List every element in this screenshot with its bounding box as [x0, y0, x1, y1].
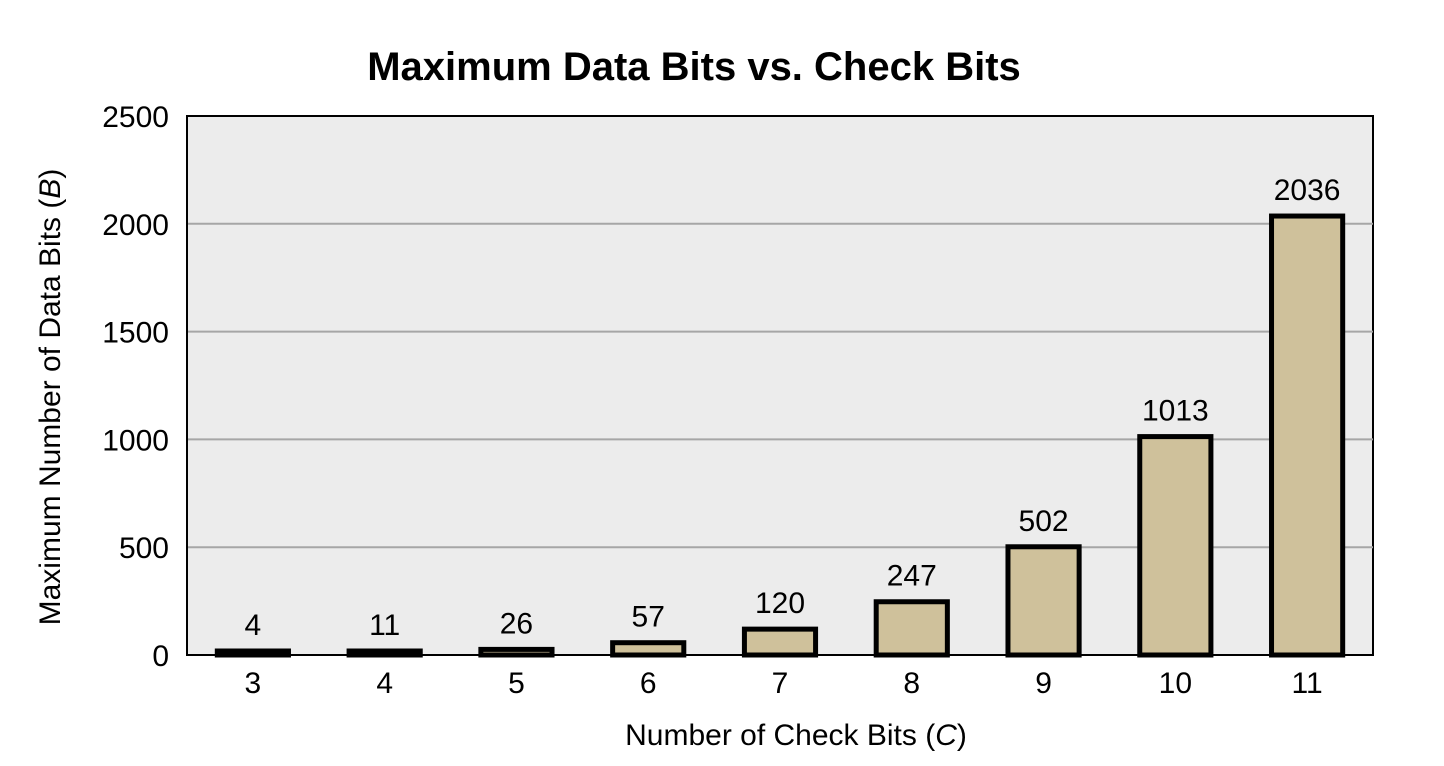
y-axis-ticks: 0 500 1000 1500 2000 2500	[102, 101, 169, 673]
y-axis-label-variable: B	[34, 179, 67, 199]
y-tick-label: 1000	[102, 424, 169, 457]
chart-title: Maximum Data Bits vs. Check Bits	[367, 45, 1021, 89]
bar-9	[1005, 544, 1082, 658]
y-tick-label: 2000	[102, 209, 169, 242]
x-tick-label: 4	[376, 667, 393, 700]
y-tick-label: 2500	[102, 101, 169, 134]
x-axis-label-variable: C	[935, 719, 957, 752]
data-label-5: 26	[500, 607, 533, 640]
y-axis-label-text: Maximum Number of Data Bits	[34, 217, 67, 625]
x-tick-label: 5	[508, 667, 525, 700]
x-tick-label: 7	[772, 667, 789, 700]
y-tick-label: 0	[152, 640, 169, 673]
bar-11	[1269, 213, 1346, 658]
x-tick-label: 3	[245, 667, 262, 700]
x-tick-label: 10	[1159, 667, 1192, 700]
x-axis-label-text: Number of Check Bits	[625, 719, 917, 752]
data-label-6: 57	[632, 601, 665, 634]
y-tick-label: 1500	[102, 317, 169, 350]
x-tick-label: 11	[1292, 667, 1323, 700]
bar-7	[741, 626, 819, 658]
x-tick-label: 8	[903, 667, 920, 700]
x-axis-ticks: 3 4 5 6 7 8 9 10 11	[245, 667, 1323, 700]
y-axis-label: Maximum Number of Data Bits (B)	[34, 169, 67, 626]
bar-10	[1137, 434, 1214, 658]
data-label-3: 4	[245, 609, 262, 642]
data-label-7: 120	[755, 587, 805, 620]
data-label-8: 247	[887, 560, 937, 593]
y-tick-label: 500	[119, 532, 169, 565]
data-label-10: 1013	[1142, 395, 1209, 428]
data-label-9: 502	[1019, 505, 1069, 538]
x-axis-label: Number of Check Bits (C)	[625, 719, 967, 752]
bar-6	[610, 640, 687, 658]
data-labels: 4 11 26 57 120 247 502 1013 2036	[245, 174, 1341, 642]
bar-8	[873, 599, 950, 658]
data-label-11: 2036	[1274, 174, 1341, 207]
x-tick-label: 6	[640, 667, 657, 700]
data-label-4: 11	[369, 609, 400, 642]
x-tick-label: 9	[1035, 667, 1052, 700]
